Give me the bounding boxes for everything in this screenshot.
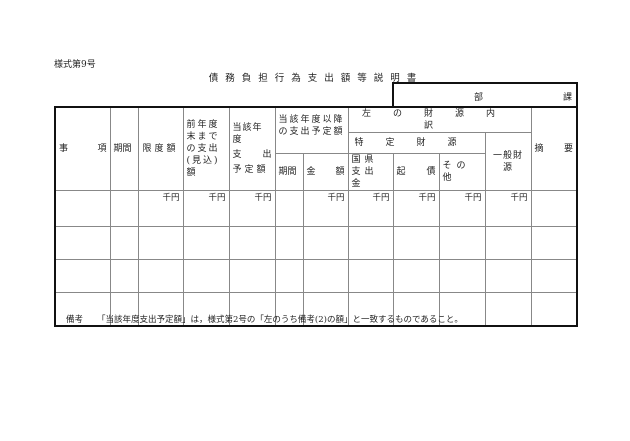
table-row (54, 259, 578, 293)
dept-bu: 部 (474, 93, 484, 103)
cell[interactable] (228, 259, 276, 293)
cell[interactable] (530, 292, 578, 327)
cell[interactable] (302, 259, 349, 293)
cell[interactable] (182, 226, 230, 260)
header-kokuken: 国県支出金 (347, 153, 394, 191)
cell[interactable] (484, 292, 532, 327)
cell[interactable] (530, 190, 578, 227)
cell[interactable] (438, 226, 486, 260)
unit-label: 千円 (228, 190, 276, 227)
header-sonota: その他 (438, 153, 486, 191)
cell[interactable] (438, 292, 486, 327)
cell[interactable] (274, 259, 304, 293)
table-row: 千円 千円 千円 千円 千円 千円 千円 千円 (54, 190, 578, 227)
cell[interactable] (347, 226, 394, 260)
header-zennendo: 前年度末までの支出(見込)額 (182, 106, 230, 191)
cell[interactable] (347, 259, 394, 293)
header-kisai: 起債 (392, 153, 440, 191)
header-tokutei: 特定財源 (347, 132, 486, 154)
cell[interactable] (274, 226, 304, 260)
cell[interactable] (137, 292, 184, 327)
header-zaigen: 左の財源内訳 (347, 106, 532, 133)
unit-label: 千円 (182, 190, 230, 227)
cell[interactable] (438, 259, 486, 293)
cell[interactable] (530, 226, 578, 260)
cell[interactable] (302, 292, 349, 327)
document-title: 債務負担行為支出額等説明書 (208, 73, 424, 84)
form-number: 様式第9号 (54, 60, 96, 70)
unit-label: 千円 (392, 190, 440, 227)
unit-label: 千円 (347, 190, 394, 227)
header-irai-kikan: 期間 (274, 153, 304, 191)
cell[interactable] (392, 226, 440, 260)
cell[interactable] (228, 226, 276, 260)
cell[interactable] (109, 226, 139, 260)
unit-label: 千円 (438, 190, 486, 227)
unit-label: 千円 (137, 190, 184, 227)
header-gendo: 限度額 (137, 106, 184, 191)
cell[interactable] (274, 292, 304, 327)
table-row (54, 292, 578, 327)
cell[interactable] (347, 292, 394, 327)
footnote-text: 「当該年度支出予定額」は，様式第2号の「左のうち備考(2)の額」と一致するもので… (97, 315, 463, 325)
cell[interactable] (137, 226, 184, 260)
cell[interactable] (109, 259, 139, 293)
footnote-label: 備考 (66, 315, 84, 325)
header-tougai: 当該年度 支出 予定額 (228, 106, 276, 191)
cell[interactable] (392, 292, 440, 327)
header-kingaku: 金額 (302, 153, 349, 191)
department-box: 部 課 (392, 82, 578, 108)
cell[interactable] (182, 259, 230, 293)
cell[interactable] (109, 190, 139, 227)
header-jiko: 事項 (54, 106, 111, 191)
header-kikan: 期間 (109, 106, 139, 191)
table-row (54, 226, 578, 260)
cell[interactable] (137, 259, 184, 293)
cell[interactable] (54, 226, 111, 260)
unit-label: 千円 (484, 190, 532, 227)
footnote: 備考 「当該年度支出予定額」は，様式第2号の「左のうち備考(2)の額」と一致するも… (66, 313, 463, 325)
cell[interactable] (392, 259, 440, 293)
cell[interactable] (274, 190, 304, 227)
header-tekiyo: 摘要 (530, 106, 578, 191)
form-table: 事項 期間 限度額 前年度末までの支出(見込)額 当該年度 支出 予定額 当該年… (54, 106, 578, 327)
cell[interactable] (302, 226, 349, 260)
cell[interactable] (530, 259, 578, 293)
cell[interactable] (54, 292, 111, 327)
cell[interactable] (484, 226, 532, 260)
unit-label: 千円 (302, 190, 349, 227)
header-ippan: 一般財源 (484, 132, 532, 191)
cell[interactable] (54, 190, 111, 227)
cell[interactable] (484, 259, 532, 293)
header-irai: 当該年度以降の支出予定額 (274, 106, 349, 154)
cell[interactable] (54, 259, 111, 293)
dept-ka: 課 (562, 93, 572, 103)
